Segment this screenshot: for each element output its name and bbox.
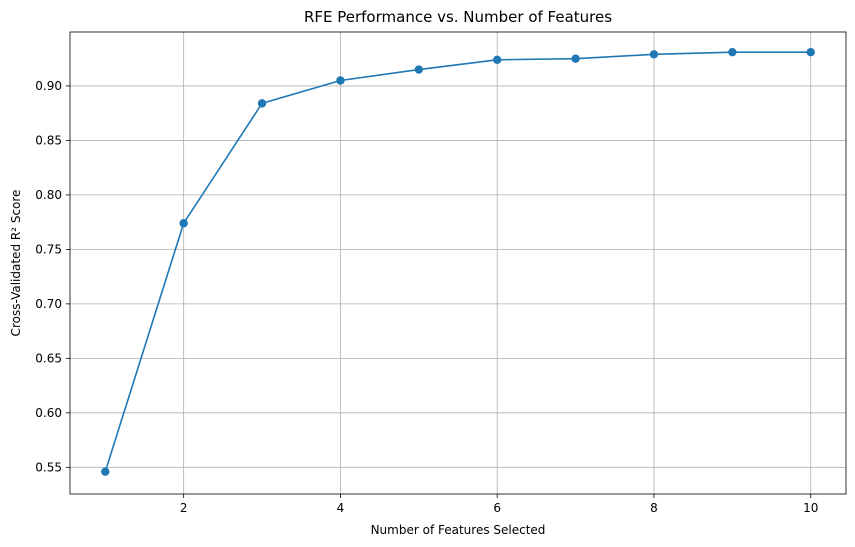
y-tick-label: 0.75 (35, 242, 62, 256)
data-point (414, 65, 424, 74)
grid-layer (70, 32, 846, 494)
chart-title: RFE Performance vs. Number of Features (304, 8, 612, 26)
x-tick-label: 4 (337, 501, 345, 515)
data-point (492, 55, 502, 64)
tick-layer: 2 4 6 8 10 0.55 0.60 0.65 0.70 0.75 0.80 0.85 0.90 (35, 79, 818, 515)
x-tick-label: 6 (493, 501, 501, 515)
series-layer (101, 47, 815, 476)
y-tick-label: 0.80 (35, 188, 62, 202)
data-point (649, 50, 659, 59)
plot-frame (69, 31, 847, 495)
x-tick-label: 2 (180, 501, 188, 515)
series-line (104, 51, 811, 472)
data-point (571, 54, 580, 63)
data-point (101, 467, 110, 476)
data-point (257, 99, 267, 108)
y-tick-label: 0.65 (35, 351, 62, 365)
y-tick-label: 0.70 (35, 297, 62, 311)
y-tick-label: 0.90 (35, 79, 62, 93)
data-point (336, 76, 345, 85)
y-tick-label: 0.55 (35, 460, 62, 474)
y-tick-label: 0.60 (35, 406, 62, 420)
y-axis-label: Cross-Validated R² Score (9, 190, 23, 337)
data-point (806, 47, 815, 57)
data-point (728, 47, 737, 57)
data-point (179, 219, 188, 228)
x-tick-label: 10 (803, 501, 818, 515)
x-axis-label: Number of Features Selected (371, 523, 546, 537)
y-tick-label: 0.85 (35, 133, 62, 147)
x-tick-label: 8 (650, 501, 658, 515)
